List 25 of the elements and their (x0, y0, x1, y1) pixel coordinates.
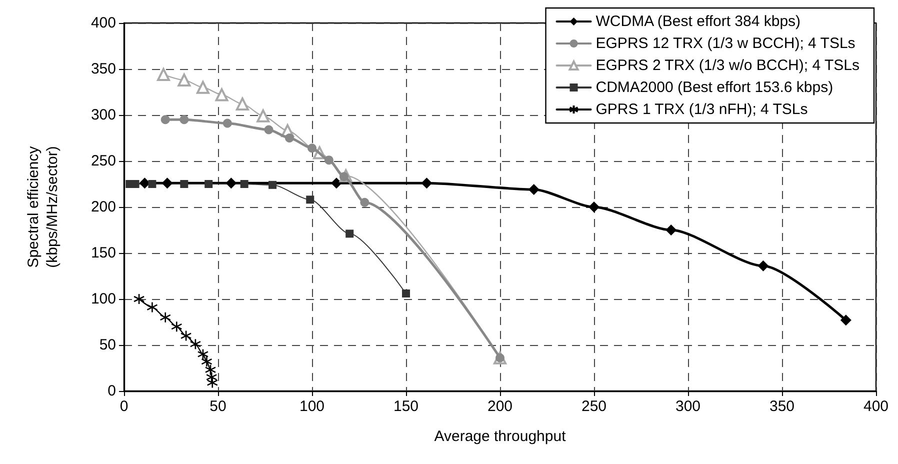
x-tick-label: 100 (299, 398, 325, 415)
y-tick-label: 100 (90, 290, 116, 308)
y-tick-label: 150 (90, 244, 116, 262)
x-tick-label: 150 (393, 398, 419, 415)
y-tick-label: 0 (108, 382, 116, 400)
y-tick-label: 300 (90, 106, 116, 124)
y-axis-title: Spectral efficiency (kbps/MHz/sector) (25, 146, 61, 268)
y-tick-label: 200 (90, 198, 116, 216)
legend-label: EGPRS 12 TRX (1/3 w BCCH); 4 TSLs (596, 35, 856, 52)
x-tick-label: 250 (581, 398, 607, 415)
x-tick-label: 300 (675, 398, 701, 415)
x-tick-label: 50 (210, 398, 226, 415)
x-tick-label: 0 (120, 398, 128, 415)
y-tick-label: 250 (90, 152, 116, 170)
x-axis-title: Average throughput (434, 428, 567, 445)
y-tick-label: 350 (90, 60, 116, 78)
legend-label: GPRS 1 TRX (1/3 nFH); 4 TSLs (596, 101, 808, 118)
legend-label: EGPRS 2 TRX (1/3 w/o BCCH); 4 TSLs (596, 57, 860, 74)
y-tick-label: 50 (99, 336, 116, 354)
legend-label: CDMA2000 (Best effort 153.6 kbps) (596, 79, 834, 96)
y-tick-label: 400 (90, 14, 116, 32)
x-tick-label: 200 (487, 398, 513, 415)
legend-label: WCDMA (Best effort 384 kbps) (596, 13, 801, 30)
x-tick-label: 350 (769, 398, 795, 415)
x-tick-label: 400 (863, 398, 889, 415)
